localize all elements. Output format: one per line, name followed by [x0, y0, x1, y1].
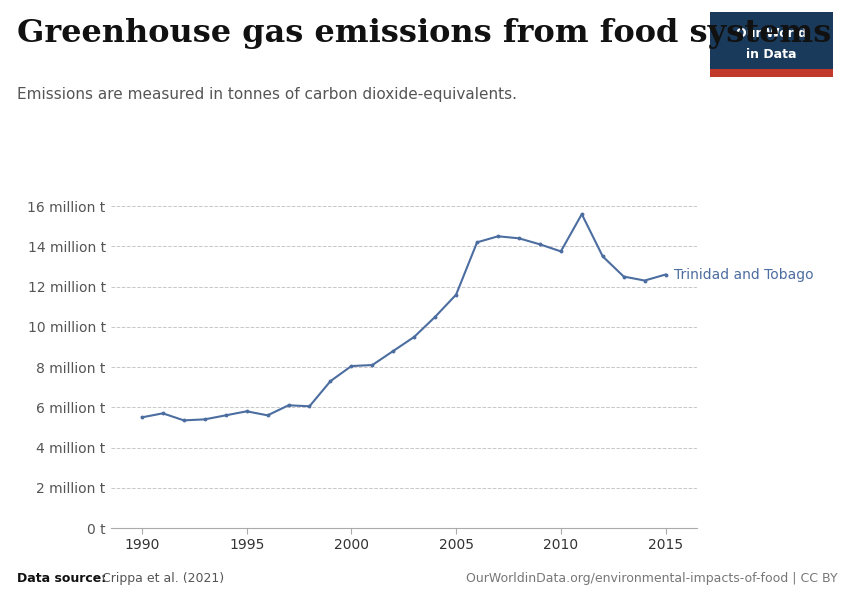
Text: Our World: Our World — [736, 27, 807, 40]
Text: Greenhouse gas emissions from food systems: Greenhouse gas emissions from food syste… — [17, 18, 831, 49]
Text: Crippa et al. (2021): Crippa et al. (2021) — [98, 572, 224, 585]
Text: Emissions are measured in tonnes of carbon dioxide-equivalents.: Emissions are measured in tonnes of carb… — [17, 87, 517, 102]
Text: OurWorldinData.org/environmental-impacts-of-food | CC BY: OurWorldinData.org/environmental-impacts… — [466, 572, 837, 585]
Text: Trinidad and Tobago: Trinidad and Tobago — [674, 268, 813, 281]
Text: Data source:: Data source: — [17, 572, 106, 585]
Text: in Data: in Data — [746, 48, 796, 61]
